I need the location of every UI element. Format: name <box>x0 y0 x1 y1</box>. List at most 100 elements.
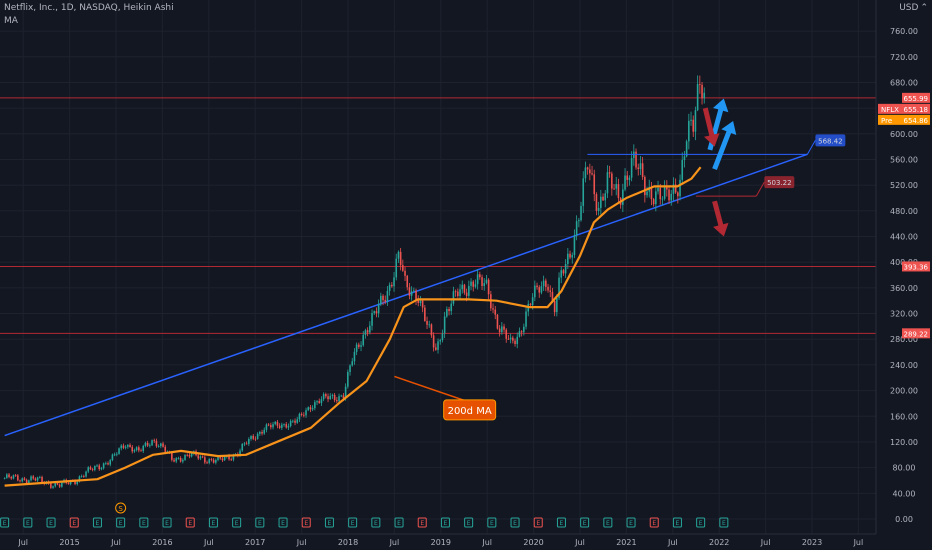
annotation-box <box>443 399 497 421</box>
candle-body <box>309 407 312 410</box>
candle-body <box>338 396 340 402</box>
earnings-marker[interactable] <box>510 517 520 528</box>
candle-body <box>703 92 706 99</box>
candle-body <box>186 454 189 456</box>
earnings-marker[interactable] <box>696 517 706 528</box>
chart-title: Netflix, Inc., 1D, NASDAQ, Heikin Ashi <box>4 3 174 13</box>
candle-body <box>529 303 532 306</box>
earnings-marker[interactable] <box>626 517 636 528</box>
earnings-marker[interactable] <box>139 517 149 528</box>
candle-body <box>435 347 437 350</box>
earnings-marker[interactable] <box>116 517 126 528</box>
earnings-marker[interactable] <box>371 517 381 528</box>
candle-body <box>628 177 631 180</box>
earnings-marker[interactable] <box>556 517 566 528</box>
candle-body <box>674 184 677 193</box>
split-marker[interactable] <box>115 502 127 514</box>
candle-body <box>327 396 329 400</box>
candle-body <box>208 459 211 463</box>
candle-body <box>98 465 101 470</box>
earnings-marker[interactable] <box>672 517 682 528</box>
candle-body <box>10 476 13 479</box>
candle-body <box>307 407 310 411</box>
candle-body <box>300 413 303 415</box>
earnings-marker[interactable] <box>278 517 288 528</box>
candle-body <box>285 424 288 428</box>
earnings-marker[interactable] <box>185 517 195 528</box>
annotations: 200d MA <box>394 375 497 421</box>
candle-body <box>349 365 351 372</box>
candle-body <box>668 189 670 201</box>
candle-body <box>294 420 296 423</box>
candle-body <box>516 336 519 344</box>
x-tick-label: Jul <box>667 538 678 547</box>
y-tick-label: 200.00 <box>890 387 918 396</box>
range-label: 568.42 <box>818 137 843 145</box>
range-label-box <box>764 176 795 189</box>
earnings-marker[interactable] <box>23 517 33 528</box>
candle-body <box>545 280 547 287</box>
y-tick-label: 720.00 <box>890 53 918 62</box>
candle-body <box>547 286 549 291</box>
earnings-marker-label: E <box>397 520 401 527</box>
candle-body <box>613 188 615 190</box>
candle-body <box>36 477 39 481</box>
candle-body <box>298 413 301 420</box>
earnings-marker[interactable] <box>348 517 358 528</box>
earnings-marker[interactable] <box>0 517 10 528</box>
earnings-marker[interactable] <box>324 517 334 528</box>
price-label-value: 655.99 <box>904 95 929 103</box>
candle-body <box>41 476 43 483</box>
earnings-marker[interactable] <box>208 517 218 528</box>
candle-body <box>366 330 369 333</box>
candle-body <box>133 450 136 452</box>
candle-body <box>254 438 257 440</box>
price-label-value: 655.18 <box>904 106 929 114</box>
earnings-marker[interactable] <box>255 517 265 528</box>
candle-body <box>498 328 501 333</box>
candle-body <box>184 454 186 460</box>
candle-body <box>17 475 19 481</box>
earnings-marker[interactable] <box>580 517 590 528</box>
currency-selector[interactable]: USD ⌃ <box>899 3 928 13</box>
earnings-marker[interactable] <box>92 517 102 528</box>
candle-body <box>454 291 457 293</box>
candle-body <box>6 474 8 478</box>
candle-body <box>14 475 17 477</box>
earnings-marker[interactable] <box>417 517 427 528</box>
candle-body <box>683 156 686 161</box>
earnings-marker[interactable] <box>440 517 450 528</box>
candle-body <box>582 178 585 206</box>
candle-body <box>127 444 129 447</box>
candle-body <box>604 193 607 201</box>
earnings-marker[interactable] <box>487 517 497 528</box>
earnings-marker[interactable] <box>301 517 311 528</box>
candle-body <box>197 455 200 459</box>
earnings-marker[interactable] <box>394 517 404 528</box>
indicator-label[interactable]: MA <box>4 16 18 26</box>
earnings-marker[interactable] <box>232 517 242 528</box>
candle-body <box>105 463 107 464</box>
x-tick-label: Jul <box>760 538 771 547</box>
candle-body <box>615 184 618 189</box>
candle-body <box>573 235 576 256</box>
candle-body <box>696 84 699 111</box>
earnings-marker[interactable] <box>464 517 474 528</box>
x-tick-label: 2023 <box>802 538 822 547</box>
annotation-label: 200d MA <box>448 406 492 417</box>
earnings-marker[interactable] <box>603 517 613 528</box>
y-tick-label: 120.00 <box>890 438 918 447</box>
earnings-marker[interactable] <box>533 517 543 528</box>
candle-body <box>281 424 283 428</box>
candle-body <box>417 300 420 303</box>
earnings-marker[interactable] <box>649 517 659 528</box>
candle-body <box>446 308 448 317</box>
earnings-marker[interactable] <box>69 517 79 528</box>
earnings-marker-label: E <box>304 520 308 527</box>
candle-body <box>146 442 149 446</box>
earnings-marker[interactable] <box>719 517 729 528</box>
earnings-marker[interactable] <box>46 517 56 528</box>
candle-body <box>659 187 662 200</box>
earnings-marker[interactable] <box>162 517 172 528</box>
